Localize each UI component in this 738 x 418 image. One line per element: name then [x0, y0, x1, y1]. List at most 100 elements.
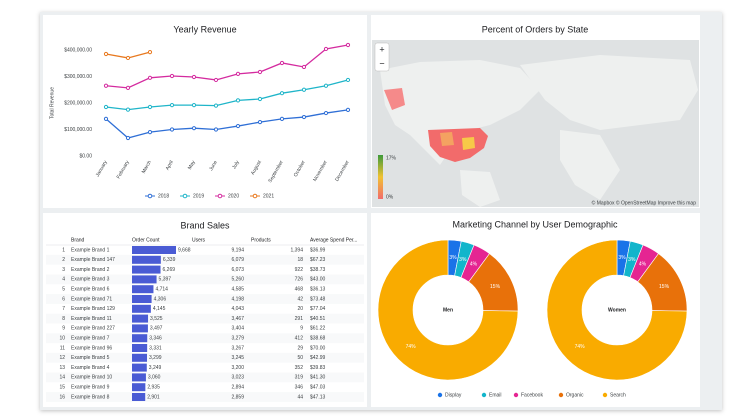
slice-label: 74%	[575, 344, 586, 350]
row-stripe	[46, 372, 364, 383]
average-spend: $70.00	[310, 345, 326, 351]
average-spend: $40.51	[310, 316, 326, 322]
users: 6,073	[231, 267, 244, 273]
legend-marker	[481, 392, 487, 398]
slice-label: 4%	[639, 261, 647, 267]
point	[323, 83, 329, 88]
order-count: 6,339	[163, 257, 176, 263]
point	[213, 103, 219, 108]
y-tick-label: $100,000.00	[64, 127, 92, 133]
point	[213, 127, 219, 132]
point	[169, 73, 175, 79]
slice-label: 3%	[628, 257, 636, 263]
y-tick-label: $300,000.00	[64, 74, 92, 80]
order-count-bar	[132, 373, 146, 382]
average-spend: $47.03	[310, 385, 326, 391]
brand: Example Brand 4	[71, 365, 110, 371]
column-header[interactable]: Brand	[71, 237, 85, 243]
brand: Example Brand 6	[71, 287, 110, 293]
map-title: Percent of Orders by State	[482, 24, 589, 34]
donut-center-label: Women	[608, 307, 626, 313]
users: 9,194	[231, 247, 244, 253]
point	[191, 103, 197, 108]
brand: Example Brand 8	[71, 394, 110, 400]
point	[257, 119, 263, 125]
row-number: 11	[60, 345, 65, 351]
point	[345, 77, 351, 83]
users: 5,260	[231, 277, 244, 283]
column-header[interactable]: Order Count	[132, 237, 160, 243]
brand: Example Brand 9	[71, 385, 110, 391]
point	[235, 98, 241, 103]
brand: Example Brand 96	[71, 345, 112, 351]
land	[560, 130, 620, 200]
average-spend: $73.48	[310, 296, 326, 302]
column-header[interactable]: Products	[251, 237, 271, 243]
slice-label: 15%	[490, 284, 501, 290]
marketing-panel	[371, 213, 700, 407]
zoom-out[interactable]: −	[379, 58, 384, 68]
row-stripe	[46, 333, 364, 344]
row-stripe	[46, 392, 364, 402]
legend-label: Facebook	[521, 392, 543, 398]
order-count: 5,397	[159, 277, 172, 283]
point	[301, 87, 307, 92]
products: 9	[300, 326, 303, 332]
order-count-bar	[132, 285, 154, 294]
point	[191, 74, 197, 80]
products: 50	[297, 355, 303, 361]
revenue-panel	[43, 15, 367, 208]
column-header[interactable]: Average Spend Per...	[310, 237, 357, 243]
order-count-bar	[132, 246, 176, 254]
column-header[interactable]: Users	[192, 237, 206, 243]
users: 2,859	[231, 394, 244, 400]
order-count-bar	[132, 383, 146, 392]
legend-marker	[513, 392, 519, 398]
users: 3,267	[231, 345, 244, 351]
products: 922	[295, 267, 304, 273]
order-count: 4,714	[155, 287, 168, 293]
products: 44	[297, 394, 303, 400]
point	[147, 130, 153, 135]
products: 42	[297, 296, 303, 302]
point	[169, 127, 175, 132]
users: 3,023	[231, 375, 244, 381]
order-count-bar	[132, 314, 149, 323]
slice-label: 3%	[449, 255, 457, 261]
legend-label: Email	[489, 392, 502, 398]
order-count: 4,306	[154, 296, 167, 302]
products: 319	[295, 375, 304, 381]
map-attribution[interactable]: © Mapbox © OpenStreetMap Improve this ma…	[592, 199, 697, 206]
zoom-in[interactable]: +	[379, 44, 384, 54]
row-number: 8	[62, 316, 65, 322]
users: 3,467	[231, 316, 244, 322]
brand: Example Brand 10	[71, 375, 112, 381]
y-tick-label: $0.00	[79, 153, 92, 159]
users: 3,200	[231, 365, 244, 371]
row-number: 10	[59, 336, 65, 342]
legend-label: 2019	[193, 193, 204, 199]
products: 29	[297, 345, 303, 351]
land	[380, 60, 540, 165]
line	[105, 79, 349, 111]
order-count-bar	[132, 334, 148, 343]
slice-label: 15%	[659, 284, 670, 290]
land	[520, 55, 698, 130]
point	[235, 123, 241, 129]
row-stripe	[46, 274, 364, 285]
order-count: 3,331	[149, 345, 162, 351]
legend-marker	[182, 193, 188, 199]
legend-marker	[558, 392, 564, 398]
row-number: 12	[59, 355, 65, 361]
products: 346	[295, 385, 304, 391]
order-count-bar	[132, 265, 161, 274]
row-number: 15	[59, 385, 65, 391]
users: 6,079	[231, 257, 244, 263]
average-spend: $41.30	[310, 375, 326, 381]
point	[301, 64, 307, 70]
legend-label: 2020	[228, 193, 239, 199]
point	[345, 42, 351, 48]
legend-label: Organic	[566, 392, 584, 398]
legend-label: 2021	[263, 193, 274, 199]
order-count-bar	[132, 393, 146, 401]
